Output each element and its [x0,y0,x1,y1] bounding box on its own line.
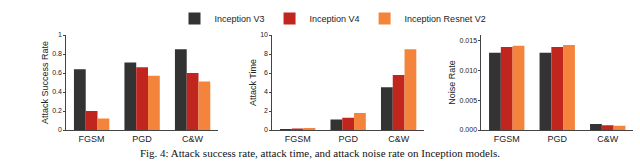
svg-text:FGSM: FGSM [79,134,105,144]
svg-text:0.010: 0.010 [460,67,478,74]
svg-text:2: 2 [264,107,268,114]
svg-text:0: 0 [264,126,268,133]
svg-text:PGD: PGD [547,134,567,144]
svg-text:0.6: 0.6 [52,69,62,76]
svg-text:4: 4 [264,88,268,95]
svg-text:0.015: 0.015 [460,37,478,44]
svg-text:10: 10 [260,31,268,38]
svg-text:C&W: C&W [388,134,410,144]
svg-text:8: 8 [264,50,268,57]
svg-text:0.005: 0.005 [460,97,478,104]
svg-text:6: 6 [264,69,268,76]
svg-text:0.8: 0.8 [52,50,62,57]
html-text:Fig. 4: Attack success rate, a: Fig. 4: Attack success rate, attack time… [139,147,501,159]
svg-text:0.000: 0.000 [460,126,478,133]
svg-text:PGD: PGD [132,134,152,144]
svg-text:Inception Resnet V2: Inception Resnet V2 [405,14,486,24]
svg-text:Inception V4: Inception V4 [310,14,360,24]
svg-text:1: 1 [58,31,62,38]
svg-text:0.4: 0.4 [52,88,62,95]
svg-text:C&W: C&W [182,134,204,144]
svg-text:Inception V3: Inception V3 [215,14,265,24]
svg-text:C&W: C&W [597,134,619,144]
svg-text:PGD: PGD [338,134,358,144]
svg-text:0.2: 0.2 [52,107,62,114]
svg-text:0: 0 [58,126,62,133]
svg-text:FGSM: FGSM [494,134,520,144]
svg-text:Attack Time: Attack Time [248,59,258,106]
svg-text:Attack Success Rate: Attack Success Rate [40,41,50,124]
svg-text:FGSM: FGSM [285,134,311,144]
svg-text:Noise Rate: Noise Rate [447,60,457,105]
